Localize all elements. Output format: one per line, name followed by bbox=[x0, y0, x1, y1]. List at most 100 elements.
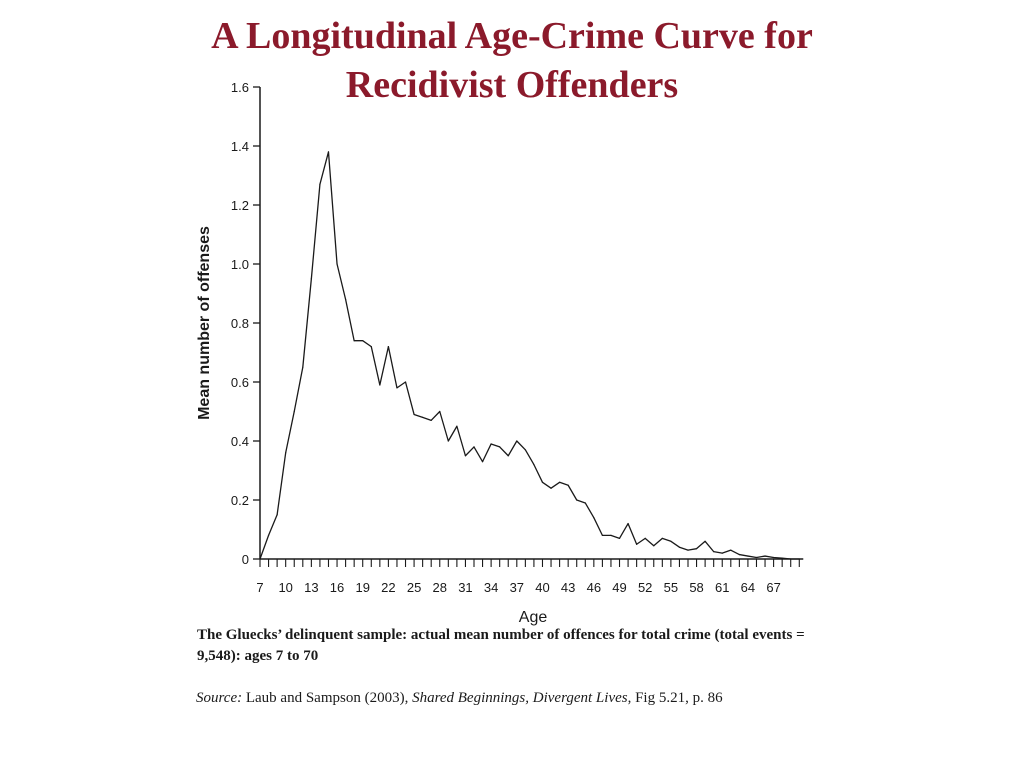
data-point bbox=[533, 464, 535, 466]
data-point bbox=[695, 548, 698, 550]
data-point bbox=[687, 549, 689, 551]
data-point bbox=[567, 484, 569, 486]
slide-title-line-2: Recidivist Offenders bbox=[345, 64, 679, 106]
source-citation: Source: Laub and Sampson (2003), Shared … bbox=[196, 690, 723, 707]
data-point bbox=[747, 555, 749, 557]
y-axis-title: Mean number of offenses bbox=[196, 226, 213, 420]
x-tick-label: 25 bbox=[407, 580, 421, 595]
data-point bbox=[362, 340, 364, 342]
y-tick-label: 0.4 bbox=[231, 434, 249, 449]
source-reference: , Fig 5.21, p. 86 bbox=[627, 690, 723, 706]
data-point bbox=[636, 543, 638, 545]
data-point bbox=[422, 416, 424, 418]
data-point bbox=[387, 346, 389, 348]
data-point bbox=[764, 555, 766, 557]
data-point bbox=[798, 558, 800, 560]
x-tick-label: 19 bbox=[355, 580, 369, 595]
data-point bbox=[524, 449, 526, 451]
x-axis-title: Age bbox=[519, 609, 548, 626]
data-point bbox=[541, 481, 544, 483]
data-point bbox=[404, 381, 407, 383]
data-point bbox=[721, 552, 723, 554]
data-point bbox=[670, 540, 672, 542]
x-tick-label: 7 bbox=[256, 580, 263, 595]
y-tick-label: 0.2 bbox=[231, 493, 249, 508]
data-point bbox=[327, 151, 330, 153]
data-point bbox=[464, 455, 467, 457]
x-tick-label: 31 bbox=[458, 580, 472, 595]
data-point bbox=[396, 387, 398, 389]
data-point bbox=[310, 278, 312, 280]
data-point bbox=[413, 413, 415, 416]
source-authors: Laub and Sampson (2003), bbox=[242, 690, 413, 706]
data-point bbox=[627, 523, 629, 525]
x-tick-label: 58 bbox=[689, 580, 703, 595]
data-point bbox=[430, 419, 432, 421]
data-point bbox=[730, 549, 732, 551]
data-point bbox=[610, 534, 612, 537]
x-tick-label: 61 bbox=[715, 580, 729, 595]
data-point bbox=[507, 455, 509, 457]
data-point bbox=[755, 556, 758, 559]
x-tick-label: 52 bbox=[638, 580, 652, 595]
data-point bbox=[319, 183, 321, 185]
data-point bbox=[456, 425, 458, 427]
data-point bbox=[490, 443, 492, 445]
data-point bbox=[576, 499, 578, 501]
slide-title: A Longitudinal Age-Crime Curve for Recid… bbox=[0, 12, 1024, 110]
slide-title-line-1: A Longitudinal Age-Crime Curve for bbox=[211, 15, 813, 57]
series-line bbox=[259, 151, 800, 560]
x-tick-label: 13 bbox=[304, 580, 318, 595]
data-point bbox=[601, 534, 604, 537]
data-point bbox=[302, 366, 304, 368]
data-point bbox=[267, 534, 270, 537]
x-tick-label: 22 bbox=[381, 580, 395, 595]
data-point bbox=[439, 410, 441, 413]
data-point bbox=[790, 558, 792, 560]
data-point bbox=[661, 537, 663, 539]
data-point bbox=[644, 537, 646, 539]
data-point bbox=[353, 340, 355, 342]
data-point bbox=[379, 384, 381, 386]
data-point bbox=[499, 446, 501, 448]
x-tick-label: 10 bbox=[278, 580, 292, 595]
data-point bbox=[781, 557, 783, 559]
x-tick-label: 64 bbox=[741, 580, 755, 595]
y-axis: 0 0.2 0.4 0.6 0.8 1.0 1.2 1.4 1.6 bbox=[231, 80, 261, 567]
data-point bbox=[481, 461, 484, 463]
source-book: Shared Beginnings, Divergent Lives bbox=[412, 690, 628, 706]
y-tick-label: 0 bbox=[242, 552, 249, 567]
data-point bbox=[653, 545, 655, 547]
data-point bbox=[550, 487, 552, 489]
data-point bbox=[618, 537, 621, 539]
data-point bbox=[738, 553, 740, 556]
figure-caption: The Gluecks’ delinquent sample: actual m… bbox=[197, 627, 805, 664]
x-tick-label: 37 bbox=[510, 580, 524, 595]
x-tick-label: 46 bbox=[587, 580, 601, 595]
data-point bbox=[276, 514, 278, 516]
data-point bbox=[336, 263, 338, 265]
data-point bbox=[773, 556, 775, 559]
x-tick-label: 67 bbox=[766, 580, 780, 595]
y-tick-label: 1.0 bbox=[231, 257, 249, 272]
y-tick-label: 1.2 bbox=[231, 198, 249, 213]
data-point bbox=[704, 540, 706, 542]
data-point bbox=[584, 502, 586, 504]
y-tick-label: 1.6 bbox=[231, 80, 249, 95]
data-point bbox=[345, 298, 347, 300]
y-tick-label: 0.8 bbox=[231, 316, 249, 331]
data-point bbox=[285, 452, 287, 454]
data-point bbox=[259, 558, 261, 560]
data-point bbox=[370, 346, 372, 348]
data-point bbox=[516, 440, 518, 442]
y-tick-label: 1.4 bbox=[231, 139, 249, 154]
x-tick-label: 40 bbox=[535, 580, 549, 595]
data-point bbox=[293, 410, 295, 413]
data-point bbox=[593, 517, 595, 519]
data-points bbox=[259, 151, 800, 560]
source-label: Source: bbox=[196, 690, 243, 706]
x-tick-label: 55 bbox=[664, 580, 678, 595]
data-point bbox=[559, 481, 561, 483]
x-tick-label: 43 bbox=[561, 580, 575, 595]
